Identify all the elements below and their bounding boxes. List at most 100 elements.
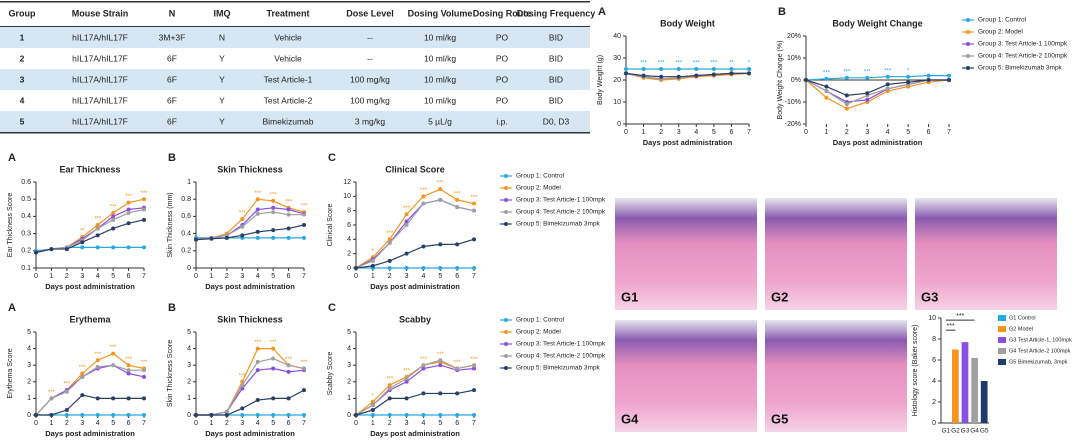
y-tick-label: 10 <box>343 193 351 200</box>
legend-marker <box>966 30 970 34</box>
data-point <box>286 226 291 231</box>
x-tick-label: 1 <box>209 420 213 427</box>
y-tick-label: 2 <box>27 379 31 386</box>
table-cell: PO <box>496 74 509 84</box>
x-tick-label: 7 <box>947 129 951 136</box>
x-tick-label: G2 <box>951 428 960 435</box>
significance-label: *** <box>675 61 683 67</box>
data-point <box>387 396 392 401</box>
data-point <box>370 399 375 404</box>
data-point <box>885 86 890 91</box>
y-tick-label: 4 <box>932 378 936 385</box>
data-point <box>472 266 476 270</box>
x-tick-label: 2 <box>65 273 69 280</box>
significance-label: *** <box>285 357 293 363</box>
legend-swatch <box>998 326 1006 332</box>
table-cell: 100 mg/kg <box>350 74 390 84</box>
legend-marker <box>966 54 970 58</box>
data-point <box>804 78 808 82</box>
significance-label: *** <box>140 360 148 366</box>
legend-marker <box>504 210 508 214</box>
data-point <box>111 413 116 417</box>
table-header: Dosing Volume <box>408 8 473 18</box>
y-tick-label: 0 <box>187 265 191 272</box>
y-tick-label: 2 <box>932 399 936 406</box>
significance-label: * <box>372 249 375 255</box>
x-tick-label: G3 <box>961 428 970 435</box>
x-tick-label: 1 <box>371 273 375 280</box>
data-point <box>126 396 131 401</box>
x-tick-label: 7 <box>472 420 476 427</box>
data-point <box>302 223 306 227</box>
x-tick-label: 2 <box>388 420 392 427</box>
data-point <box>370 258 375 263</box>
x-tick-label: 5 <box>438 420 442 427</box>
histology-label: G2 <box>771 289 788 304</box>
x-tick-label: 7 <box>472 273 476 280</box>
table-cell: -- <box>367 32 373 42</box>
x-axis-label: Days post administration <box>205 282 295 291</box>
significance-label: *** <box>947 323 955 330</box>
data-point <box>404 376 409 381</box>
x-tick-label: 0 <box>804 129 808 136</box>
table-cell: Y <box>219 116 225 126</box>
data-point <box>240 383 245 388</box>
table-rule <box>0 1 590 3</box>
bar <box>952 349 959 423</box>
significance-label: *** <box>125 194 133 200</box>
legend-label: G5 Bimekizumab, 3mpk <box>1009 359 1068 365</box>
data-point <box>271 366 276 371</box>
x-tick-label: 1 <box>824 129 828 136</box>
significance-label: *** <box>300 204 308 210</box>
data-point <box>286 413 291 417</box>
data-point <box>302 366 306 371</box>
data-point <box>80 413 85 417</box>
table-cell: PO <box>496 53 509 63</box>
data-point <box>387 266 392 270</box>
data-point <box>641 67 646 71</box>
data-point <box>472 388 476 393</box>
x-axis-label: Days post administration <box>370 429 460 438</box>
data-point <box>438 266 443 270</box>
table-cell: Y <box>219 74 225 84</box>
y-tick-label: 0.1 <box>21 265 31 272</box>
x-tick-label: 6 <box>729 129 733 136</box>
legend-label: G4 Test Article-2 100mpk <box>1009 348 1071 354</box>
series-line <box>355 389 475 416</box>
data-point <box>387 383 392 388</box>
series-line <box>35 364 144 416</box>
table-cell: Bimekizumab <box>262 116 313 126</box>
data-point <box>224 235 229 240</box>
chart-title: Body Weight <box>660 18 715 28</box>
data-point <box>641 73 646 78</box>
chart-title: Scabby <box>399 314 431 324</box>
bar <box>961 342 969 423</box>
significance-label: *** <box>254 191 262 197</box>
data-point <box>438 187 443 192</box>
histology-image <box>615 198 757 310</box>
table-row-bg <box>0 27 590 48</box>
data-point <box>286 363 291 368</box>
table-cell: i.p. <box>496 116 507 126</box>
data-point <box>111 396 116 401</box>
legend-marker <box>504 186 508 190</box>
table-cell: 6F <box>167 74 177 84</box>
data-point <box>302 413 306 417</box>
x-tick-label: 1 <box>371 420 375 427</box>
y-tick-label: 2 <box>347 379 351 386</box>
y-tick-label: 3 <box>27 362 31 369</box>
table-cell: 4 <box>20 95 25 105</box>
y-tick-label: 0.6 <box>21 179 31 186</box>
significance-label: *** <box>956 313 964 320</box>
y-tick-label: 4 <box>187 345 191 352</box>
table-header: Group <box>9 8 36 18</box>
x-tick-label: 3 <box>865 129 869 136</box>
data-point <box>421 244 426 249</box>
series-line <box>195 211 304 241</box>
data-point <box>865 97 870 102</box>
table-cell: 10 ml/kg <box>424 32 456 42</box>
y-tick-label: 3 <box>187 362 191 369</box>
data-point <box>142 413 146 417</box>
y-tick-label: 1 <box>27 395 31 402</box>
x-tick-label: 4 <box>694 129 698 136</box>
